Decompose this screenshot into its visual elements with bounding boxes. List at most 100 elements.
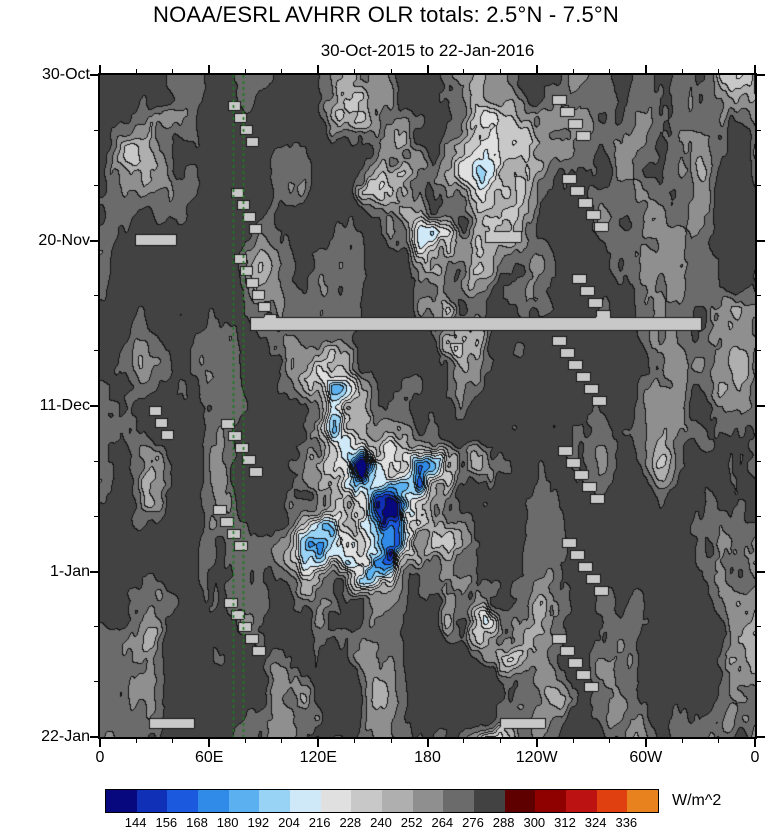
x-major-tick xyxy=(317,65,320,73)
x-major-tick xyxy=(426,65,429,73)
x-minor-tick xyxy=(390,69,392,73)
y-minor-tick xyxy=(94,626,98,628)
x-minor-tick xyxy=(718,69,720,73)
x-minor-tick xyxy=(390,739,392,743)
x-minor-tick xyxy=(499,69,501,73)
colorbar-tick-label: 168 xyxy=(186,815,208,830)
y-major-tick xyxy=(90,570,98,573)
x-tick-label: 0 xyxy=(95,749,105,766)
y-minor-tick xyxy=(757,295,761,297)
colorbar-cell xyxy=(290,790,321,812)
colorbar-cell xyxy=(320,790,352,812)
x-major-tick xyxy=(99,65,101,73)
x-major-tick xyxy=(644,65,647,73)
colorbar-tick-label: 276 xyxy=(462,815,484,830)
colorbar-cell xyxy=(504,790,536,812)
colorbar-tick-label: 228 xyxy=(339,815,362,830)
x-minor-tick xyxy=(499,739,501,743)
colorbar-tick-label: 336 xyxy=(615,815,638,830)
colorbar-cell xyxy=(167,790,199,812)
y-tick-label: 30-Oct xyxy=(41,66,90,83)
x-minor-tick xyxy=(281,69,283,73)
y-major-tick xyxy=(757,405,765,407)
x-tick-label: 0 xyxy=(750,749,760,766)
y-tick-label: 22-Jan xyxy=(41,728,90,745)
colorbar-tick-label: 264 xyxy=(431,815,454,830)
colorbar-tick-label: 312 xyxy=(554,815,576,830)
colorbar-tick-label: 156 xyxy=(155,815,178,830)
colorbar-tick-label: 324 xyxy=(584,815,607,830)
colorbar-cell xyxy=(596,790,628,812)
colorbar-cell xyxy=(412,790,444,812)
x-minor-tick xyxy=(681,69,683,73)
x-tick-label: 120W xyxy=(515,749,558,766)
x-minor-tick xyxy=(608,739,610,743)
x-minor-tick xyxy=(572,69,574,73)
y-major-tick xyxy=(757,74,765,76)
colorbar-cell xyxy=(136,790,168,812)
y-minor-tick xyxy=(757,129,761,131)
y-tick-label: 20-Nov xyxy=(38,231,90,249)
y-minor-tick xyxy=(94,460,98,462)
x-major-tick xyxy=(644,739,647,747)
y-tick-label: 1-Jan xyxy=(49,562,90,580)
x-minor-tick xyxy=(463,69,465,73)
colorbar-cell xyxy=(351,790,383,812)
y-minor-tick xyxy=(757,350,761,352)
x-major-tick xyxy=(535,65,538,73)
x-minor-tick xyxy=(354,69,356,73)
colorbar-tick-label: 216 xyxy=(308,815,331,830)
x-tick-label: 180 xyxy=(414,749,441,766)
y-minor-tick xyxy=(94,515,98,517)
y-minor-tick xyxy=(757,515,761,517)
x-minor-tick xyxy=(718,739,720,743)
colorbar-tick-label: 144 xyxy=(124,815,147,830)
x-minor-tick xyxy=(172,739,174,743)
colorbar-cell xyxy=(228,790,260,812)
chart-subtitle: 30-Oct-2015 to 22-Jan-2016 xyxy=(320,41,535,60)
x-major-tick xyxy=(426,739,429,747)
x-minor-tick xyxy=(463,739,465,743)
x-minor-tick xyxy=(245,739,247,743)
x-major-tick xyxy=(535,739,538,747)
y-major-tick xyxy=(90,239,98,242)
colorbar-cell xyxy=(106,790,137,812)
x-tick-label: 60E xyxy=(194,749,224,766)
y-major-tick xyxy=(90,736,98,738)
colorbar-cell xyxy=(198,790,229,812)
colorbar-cell xyxy=(443,790,475,812)
colorbar-cell xyxy=(474,790,505,812)
x-minor-tick xyxy=(681,739,683,743)
x-major-tick xyxy=(99,739,101,747)
colorbar-tick-label: 300 xyxy=(523,815,546,830)
x-major-tick xyxy=(754,739,756,747)
y-minor-tick xyxy=(757,626,761,628)
colorbar-tick-label: 252 xyxy=(400,815,423,830)
colorbar-tick-label: 240 xyxy=(370,815,392,830)
y-minor-tick xyxy=(94,184,98,186)
colorbar-tick-label: 204 xyxy=(278,815,300,830)
x-minor-tick xyxy=(281,739,283,743)
chart-title: NOAA/ESRL AVHRR OLR totals: 2.5°N - 7.5°… xyxy=(153,2,619,27)
y-minor-tick xyxy=(94,295,98,297)
x-major-tick xyxy=(208,65,211,73)
plot-frame xyxy=(98,73,757,739)
y-minor-tick xyxy=(94,681,98,683)
y-minor-tick xyxy=(757,184,761,186)
colorbar-units-label: W/m^2 xyxy=(672,792,722,809)
x-minor-tick xyxy=(245,69,247,73)
colorbar-tick-label: 180 xyxy=(216,815,239,830)
colorbar-cell xyxy=(259,790,291,812)
colorbar xyxy=(105,789,659,813)
colorbar-cell xyxy=(382,790,413,812)
y-major-tick xyxy=(757,736,765,738)
x-major-tick xyxy=(754,65,756,73)
x-major-tick xyxy=(208,739,211,747)
y-major-tick xyxy=(90,74,98,76)
x-minor-tick xyxy=(572,739,574,743)
y-minor-tick xyxy=(757,460,761,462)
y-major-tick xyxy=(757,239,765,242)
y-major-tick xyxy=(757,570,765,573)
colorbar-cell xyxy=(627,790,659,812)
